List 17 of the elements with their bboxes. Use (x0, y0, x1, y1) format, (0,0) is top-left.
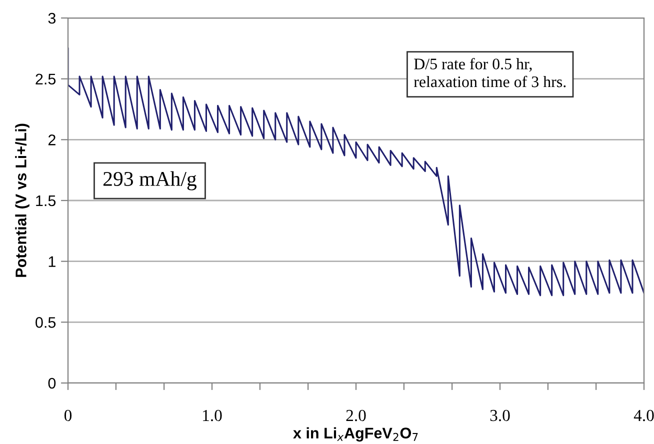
y-tick-label: 2 (48, 134, 56, 146)
y-tick-label: 0 (48, 378, 56, 389)
y-axis-title: Potential (V vs Li+/Li) (15, 124, 30, 277)
x-tick-label: 1.0 (203, 410, 222, 422)
x-tick-label: 2.0 (346, 410, 366, 422)
x-tick-label: 3.0 (490, 410, 510, 422)
y-tick-label: 1 (48, 256, 56, 267)
y-tick-label: 1.5 (36, 196, 56, 206)
y-tick-label: 0.5 (36, 317, 56, 328)
x-tick-label: 4.0 (634, 410, 654, 422)
x-axis-title: x in Li$_{x}$AgFeV$_{2}$O$_{7}$ (293, 427, 418, 442)
line-series (68, 48, 644, 296)
y-tick-label: 3 (48, 12, 56, 24)
x-tick-label: 0 (64, 410, 72, 422)
annotation: 293 mAh/g (103, 171, 196, 190)
annotation: D/5 rate for 0.5 hr, relaxation time of 3 hrs. (414, 58, 566, 88)
y-tick-label: 2.5 (36, 74, 56, 85)
